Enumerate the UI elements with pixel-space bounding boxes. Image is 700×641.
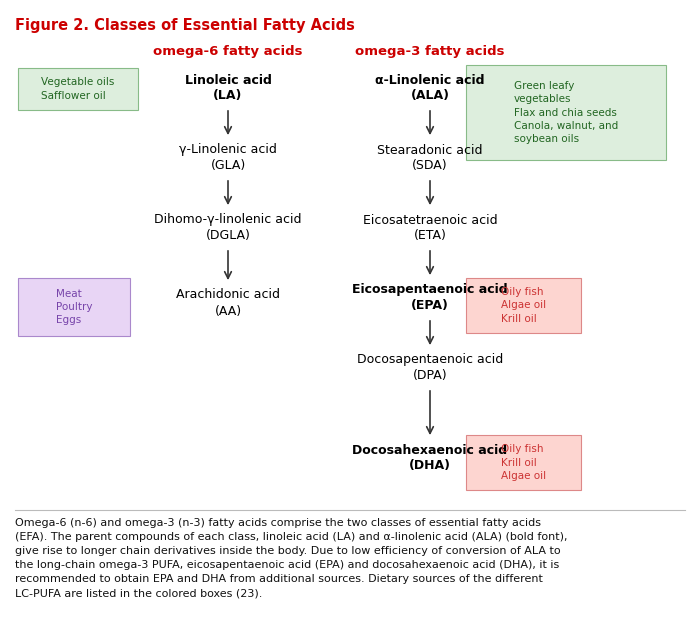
Text: Docosahexaenoic acid
(DHA): Docosahexaenoic acid (DHA) xyxy=(352,444,508,472)
FancyBboxPatch shape xyxy=(466,65,666,160)
Text: Dihomo-γ-linolenic acid
(DGLA): Dihomo-γ-linolenic acid (DGLA) xyxy=(154,213,302,242)
Text: α-Linolenic acid
(ALA): α-Linolenic acid (ALA) xyxy=(375,74,484,103)
Text: Omega-6 (n-6) and omega-3 (n-3) fatty acids comprise the two classes of essentia: Omega-6 (n-6) and omega-3 (n-3) fatty ac… xyxy=(15,518,568,598)
Text: Arachidonic acid
(AA): Arachidonic acid (AA) xyxy=(176,288,280,317)
Text: γ-Linolenic acid
(GLA): γ-Linolenic acid (GLA) xyxy=(179,144,277,172)
Text: Stearadonic acid
(SDA): Stearadonic acid (SDA) xyxy=(377,144,483,172)
Text: Oily fish
Algae oil
Krill oil: Oily fish Algae oil Krill oil xyxy=(501,287,546,324)
Text: omega-3 fatty acids: omega-3 fatty acids xyxy=(355,46,505,58)
Text: Eicosatetraenoic acid
(ETA): Eicosatetraenoic acid (ETA) xyxy=(363,213,497,242)
Text: Vegetable oils
Safflower oil: Vegetable oils Safflower oil xyxy=(41,78,115,101)
Text: Eicosapentaenoic acid
(EPA): Eicosapentaenoic acid (EPA) xyxy=(352,283,508,313)
Text: omega-6 fatty acids: omega-6 fatty acids xyxy=(153,46,302,58)
FancyBboxPatch shape xyxy=(466,435,581,490)
Text: Linoleic acid
(LA): Linoleic acid (LA) xyxy=(185,74,272,103)
Text: Figure 2. Classes of Essential Fatty Acids: Figure 2. Classes of Essential Fatty Aci… xyxy=(15,18,355,33)
FancyBboxPatch shape xyxy=(18,278,130,336)
FancyBboxPatch shape xyxy=(18,68,138,110)
Text: Green leafy
vegetables
Flax and chia seeds
Canola, walnut, and
soybean oils: Green leafy vegetables Flax and chia see… xyxy=(514,81,618,144)
Text: Docosapentaenoic acid
(DPA): Docosapentaenoic acid (DPA) xyxy=(357,353,503,383)
Text: Meat
Poultry
Eggs: Meat Poultry Eggs xyxy=(56,289,92,325)
FancyBboxPatch shape xyxy=(466,278,581,333)
Text: Oily fish
Krill oil
Algae oil: Oily fish Krill oil Algae oil xyxy=(501,444,546,481)
